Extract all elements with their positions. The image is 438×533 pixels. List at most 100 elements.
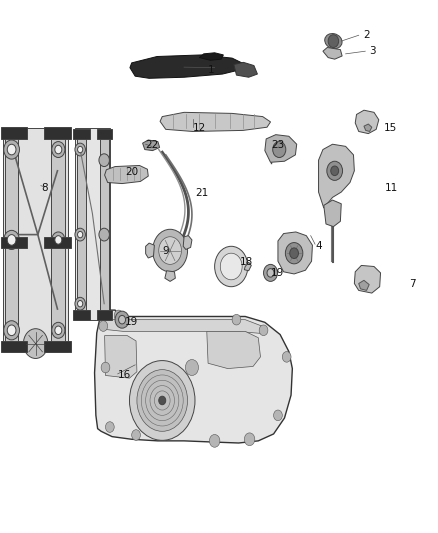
Circle shape bbox=[99, 154, 110, 166]
Circle shape bbox=[75, 297, 85, 310]
Polygon shape bbox=[130, 55, 243, 78]
Polygon shape bbox=[143, 140, 159, 151]
Circle shape bbox=[78, 301, 83, 307]
Polygon shape bbox=[1, 237, 27, 248]
Polygon shape bbox=[278, 232, 312, 274]
Text: 19: 19 bbox=[271, 268, 284, 278]
Text: 8: 8 bbox=[41, 183, 47, 193]
Circle shape bbox=[159, 396, 166, 405]
Polygon shape bbox=[364, 124, 372, 132]
Circle shape bbox=[75, 143, 85, 156]
Polygon shape bbox=[97, 130, 112, 139]
Circle shape bbox=[267, 269, 274, 277]
Text: 16: 16 bbox=[118, 370, 131, 381]
Polygon shape bbox=[1, 127, 27, 139]
Circle shape bbox=[7, 144, 16, 155]
Polygon shape bbox=[1, 341, 27, 352]
Polygon shape bbox=[324, 200, 341, 227]
Polygon shape bbox=[97, 310, 112, 320]
Circle shape bbox=[52, 232, 65, 248]
Circle shape bbox=[7, 235, 16, 245]
Circle shape bbox=[215, 246, 248, 287]
Circle shape bbox=[99, 228, 110, 241]
Circle shape bbox=[115, 311, 129, 328]
Polygon shape bbox=[160, 112, 271, 132]
Circle shape bbox=[106, 422, 114, 432]
Text: 15: 15 bbox=[384, 123, 397, 133]
Text: 23: 23 bbox=[272, 140, 285, 150]
Polygon shape bbox=[146, 243, 154, 258]
Circle shape bbox=[130, 361, 195, 440]
Circle shape bbox=[4, 140, 19, 159]
Circle shape bbox=[328, 35, 339, 47]
Text: 12: 12 bbox=[193, 123, 206, 133]
Text: 9: 9 bbox=[162, 246, 169, 255]
Polygon shape bbox=[105, 336, 137, 378]
Circle shape bbox=[4, 230, 19, 249]
Polygon shape bbox=[77, 131, 86, 317]
Polygon shape bbox=[51, 131, 65, 349]
Circle shape bbox=[55, 146, 62, 154]
Circle shape bbox=[273, 142, 286, 158]
Circle shape bbox=[286, 243, 303, 264]
Polygon shape bbox=[103, 320, 262, 334]
Text: 20: 20 bbox=[125, 167, 138, 177]
Circle shape bbox=[283, 352, 291, 362]
Text: 7: 7 bbox=[409, 279, 416, 288]
Polygon shape bbox=[318, 144, 354, 208]
Polygon shape bbox=[183, 236, 192, 249]
Text: 21: 21 bbox=[195, 188, 208, 198]
Circle shape bbox=[185, 360, 198, 375]
Circle shape bbox=[152, 229, 187, 272]
Text: 3: 3 bbox=[370, 46, 376, 56]
Circle shape bbox=[75, 228, 85, 241]
Polygon shape bbox=[207, 332, 261, 368]
Ellipse shape bbox=[325, 34, 342, 49]
Polygon shape bbox=[3, 128, 68, 352]
Text: 18: 18 bbox=[240, 257, 253, 267]
Circle shape bbox=[290, 248, 298, 259]
Circle shape bbox=[7, 325, 16, 336]
Polygon shape bbox=[73, 130, 90, 139]
Circle shape bbox=[159, 237, 181, 264]
Polygon shape bbox=[100, 131, 109, 317]
Circle shape bbox=[220, 253, 242, 280]
Polygon shape bbox=[75, 128, 110, 320]
Polygon shape bbox=[323, 47, 342, 59]
Circle shape bbox=[209, 434, 220, 447]
Polygon shape bbox=[354, 265, 381, 293]
Text: 22: 22 bbox=[146, 140, 159, 150]
Polygon shape bbox=[44, 237, 71, 248]
Polygon shape bbox=[265, 135, 297, 163]
Text: 19: 19 bbox=[125, 317, 138, 327]
Circle shape bbox=[52, 322, 65, 338]
Circle shape bbox=[132, 430, 141, 440]
Circle shape bbox=[137, 369, 187, 431]
Polygon shape bbox=[44, 341, 71, 352]
Circle shape bbox=[114, 310, 123, 321]
Polygon shape bbox=[73, 310, 90, 320]
Circle shape bbox=[244, 433, 255, 446]
Circle shape bbox=[327, 161, 343, 180]
Circle shape bbox=[78, 147, 83, 153]
Polygon shape bbox=[165, 271, 175, 281]
Polygon shape bbox=[234, 62, 258, 77]
Polygon shape bbox=[199, 53, 223, 60]
Circle shape bbox=[264, 264, 278, 281]
Circle shape bbox=[119, 316, 126, 324]
Polygon shape bbox=[244, 262, 251, 271]
Circle shape bbox=[274, 410, 283, 421]
Polygon shape bbox=[355, 110, 379, 134]
Text: 4: 4 bbox=[315, 241, 321, 251]
Circle shape bbox=[232, 314, 241, 325]
Text: 1: 1 bbox=[208, 65, 215, 75]
Circle shape bbox=[55, 236, 62, 244]
Circle shape bbox=[78, 231, 83, 238]
Circle shape bbox=[4, 321, 19, 340]
Polygon shape bbox=[105, 165, 148, 183]
Polygon shape bbox=[44, 127, 71, 139]
Polygon shape bbox=[359, 280, 369, 290]
Circle shape bbox=[99, 321, 108, 332]
Circle shape bbox=[259, 325, 268, 336]
Circle shape bbox=[55, 326, 62, 335]
